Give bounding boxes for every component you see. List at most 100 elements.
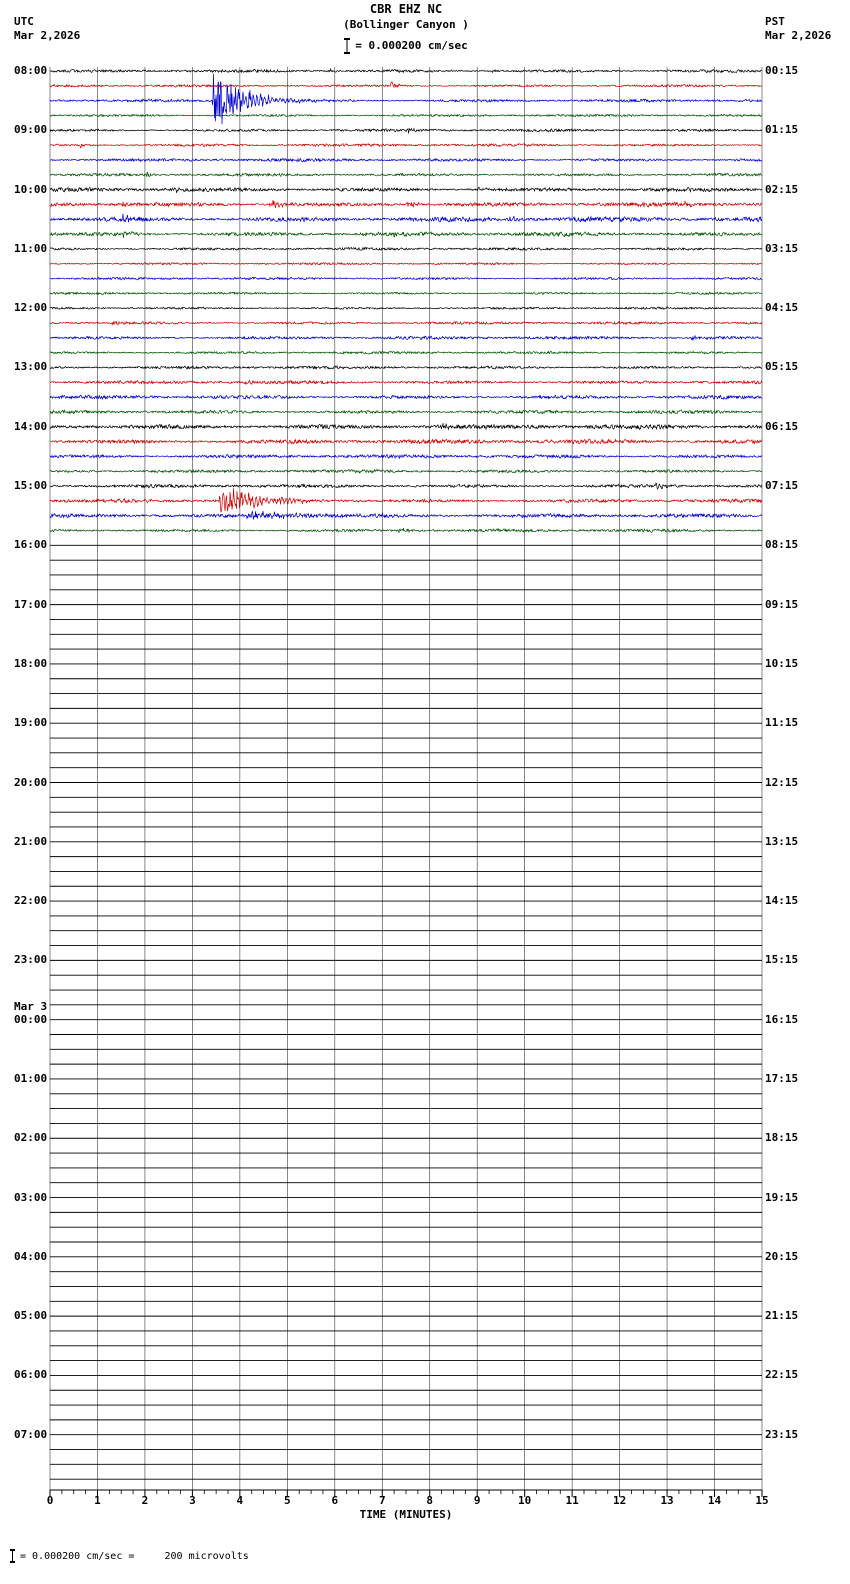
x-tick-label: 0 (46, 1494, 54, 1507)
seismic-trace-0800-blue (49, 73, 763, 125)
x-tick-label: 2 (141, 1494, 149, 1507)
utc-hour-label: 03:00 (14, 1190, 48, 1204)
seismic-trace-1100-green (49, 291, 763, 296)
utc-hour-label: 13:00 (14, 360, 48, 374)
utc-hour-label: 06:00 (14, 1368, 48, 1382)
pst-hour-label: 20:15 (765, 1249, 799, 1263)
pst-timezone-label: PST (765, 15, 785, 28)
x-tick-label: 7 (378, 1494, 386, 1507)
station-title: CBR EHZ NC (369, 2, 443, 16)
pst-hour-label: 02:15 (765, 182, 799, 196)
seismic-trace-1200-blue (49, 334, 763, 341)
footer-scale-text: = 0.000200 cm/sec = 200 microvolts (20, 1551, 249, 1562)
pst-hour-label: 21:15 (765, 1309, 799, 1323)
seismic-trace-1300-green (49, 409, 763, 415)
pst-hour-label: 05:15 (765, 360, 799, 374)
x-tick-label: 15 (755, 1494, 769, 1507)
seismic-trace-1000-blue (49, 213, 763, 223)
x-tick-label: 13 (660, 1494, 674, 1507)
seismic-trace-1200-black (49, 306, 763, 311)
utc-hour-label: 07:00 (14, 1427, 48, 1441)
pst-date-label: Mar 2,2026 (765, 29, 832, 42)
x-tick-label: 3 (189, 1494, 196, 1507)
seismic-trace-0900-green (49, 171, 763, 178)
x-tick-label: 1 (94, 1494, 101, 1507)
pst-hour-label: 04:15 (765, 301, 799, 315)
pst-hour-label: 07:15 (765, 479, 799, 493)
x-tick-label: 8 (426, 1494, 434, 1507)
utc-hour-label: 11:00 (14, 241, 48, 255)
pst-hour-label: 19:15 (765, 1190, 799, 1204)
seismic-trace-1300-black (49, 365, 763, 370)
seismic-trace-1500-red (49, 488, 763, 513)
seismic-trace-0800-green (49, 113, 763, 118)
seismic-trace-1500-blue (49, 510, 762, 520)
utc-hour-label: 05:00 (14, 1309, 48, 1323)
utc-hour-label: 22:00 (14, 894, 48, 908)
x-tick-label: 9 (473, 1494, 481, 1507)
utc-date-label: Mar 2,2026 (14, 29, 81, 42)
x-tick-label: 10 (518, 1494, 532, 1507)
seismic-trace-1300-blue (49, 394, 763, 400)
scale-legend: = 0.000200 cm/sec (50, 38, 762, 54)
utc-timezone-label: UTC (14, 15, 34, 28)
seismic-trace-1200-red (49, 320, 763, 326)
x-tick-label: 11 (565, 1494, 579, 1507)
seismic-trace-1000-red (50, 200, 763, 209)
x-tick-label: 5 (284, 1494, 291, 1507)
pst-hour-label: 09:15 (765, 597, 799, 611)
pst-hour-label: 06:15 (765, 419, 799, 433)
utc-hour-label: 14:00 (14, 419, 48, 433)
utc-hour-label: 21:00 (14, 834, 48, 848)
pst-hour-label: 00:15 (765, 64, 799, 77)
pst-hour-label: 12:15 (765, 775, 799, 789)
utc-hour-label: 10:00 (14, 182, 48, 196)
pst-hour-label: 16:15 (765, 1012, 799, 1026)
pst-hour-label: 10:15 (765, 656, 799, 670)
pst-hour-label: 14:15 (765, 894, 799, 908)
seismic-trace-0800-red (49, 80, 763, 89)
utc-hour-label: 19:00 (14, 716, 48, 730)
pst-hour-label: 22:15 (765, 1368, 799, 1382)
scale-bar-icon (10, 1549, 15, 1563)
seismic-trace-1100-black (49, 246, 763, 251)
seismic-trace-1300-red (49, 379, 763, 385)
seismic-trace-1000-green (49, 230, 763, 238)
seismic-trace-1000-black (49, 186, 763, 193)
scale-text: = 0.000200 cm/sec (355, 39, 468, 52)
utc-hour-label: 18:00 (14, 656, 48, 670)
pst-hour-label: 17:15 (765, 1071, 799, 1085)
seismic-trace-1500-black (49, 482, 763, 490)
pst-hour-label: 08:15 (765, 538, 799, 552)
utc-hour-label: 20:00 (14, 775, 48, 789)
seismic-trace-1400-black (49, 423, 763, 431)
seismic-trace-1400-blue (50, 453, 763, 460)
utc-hour-label: 15:00 (14, 479, 48, 493)
pst-hour-label: 15:15 (765, 953, 799, 967)
pst-hour-label: 01:15 (765, 123, 799, 137)
x-tick-label: 4 (236, 1494, 244, 1507)
utc-hour-label: 17:00 (14, 597, 48, 611)
x-axis-title: TIME (MINUTES) (359, 1508, 453, 1521)
utc-hour-label: 04:00 (14, 1249, 48, 1263)
x-tick-label: 14 (707, 1494, 722, 1507)
seismic-trace-1400-green (49, 468, 763, 474)
footer-scale-note: = 0.000200 cm/sec = 200 microvolts (10, 1549, 249, 1563)
seismic-trace-1400-red (49, 438, 763, 445)
utc-hour-label: 23:00 (14, 953, 48, 967)
seismic-trace-1100-red (49, 261, 763, 266)
utc-hour-label: 02:00 (14, 1131, 48, 1145)
utc-hour-label: 12:00 (14, 301, 48, 315)
station-subtitle: (Bollinger Canyon ) (343, 18, 469, 31)
scale-bar-icon (344, 38, 351, 54)
seismic-trace-1500-green (49, 528, 763, 534)
utc-hour-label: 16:00 (14, 538, 48, 552)
pst-hour-label: 11:15 (765, 716, 799, 730)
utc-hour-label: 01:00 (14, 1071, 48, 1085)
seismic-trace-0800-black (49, 67, 763, 74)
pst-hour-label: 03:15 (765, 241, 799, 255)
pst-hour-label: 23:15 (765, 1427, 799, 1441)
utc-hour-label: 09:00 (14, 123, 48, 137)
